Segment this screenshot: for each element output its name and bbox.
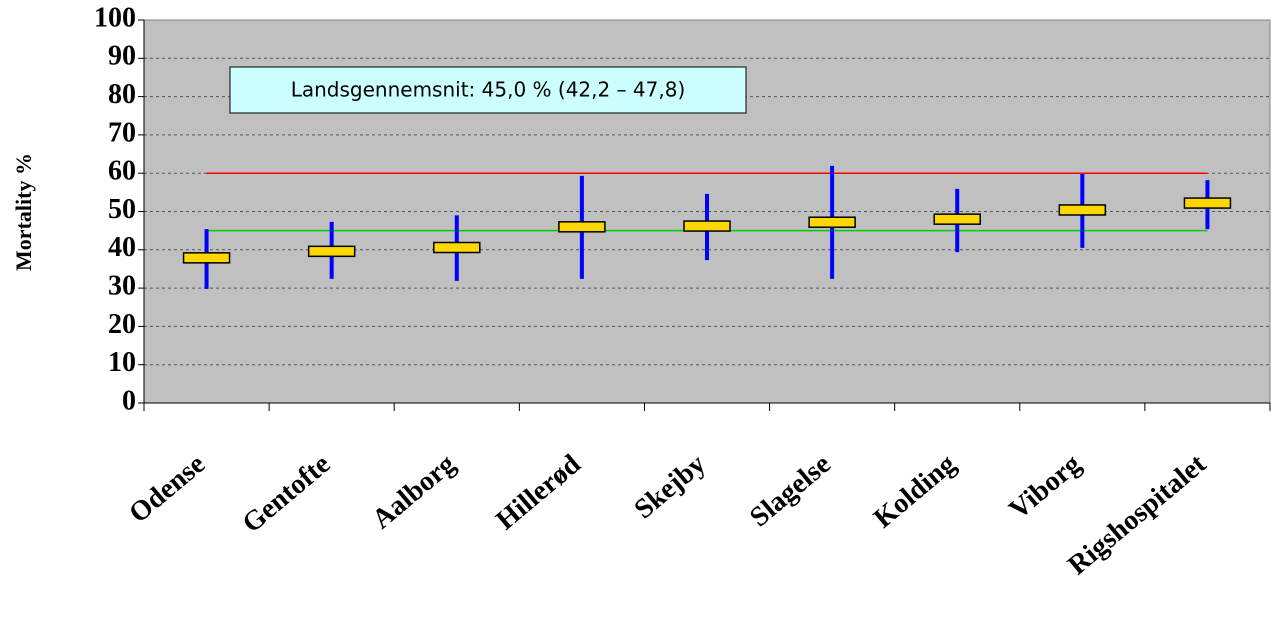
annotation-box: Landsgennemsnit: 45,0 % (42,2 – 47,8): [229, 66, 747, 114]
estimate-marker: [182, 252, 231, 264]
x-tick-label: Aalborg: [366, 449, 461, 536]
y-tick-label: 10: [108, 347, 136, 378]
estimate-marker: [808, 216, 856, 228]
y-tick-label: 80: [108, 79, 136, 110]
y-tick-label: 100: [94, 2, 136, 33]
estimate-marker: [683, 220, 731, 232]
y-tick-label: 40: [108, 232, 136, 263]
x-tick-label: Gentofte: [237, 449, 337, 540]
x-tick-label: Hillerød: [490, 448, 587, 536]
estimate-marker: [1058, 204, 1107, 216]
x-tick-label: Kolding: [868, 449, 962, 535]
y-tick-label: 70: [108, 117, 136, 148]
x-tick-label: Rigshospitalet: [1062, 448, 1212, 581]
y-tick-label: 90: [108, 41, 136, 72]
x-tick-label: Skejby: [629, 449, 712, 526]
x-tick-label: Viborg: [1003, 449, 1086, 526]
y-tick-label: 50: [108, 194, 136, 225]
y-tick-label: 0: [122, 385, 136, 416]
y-tick-label: 30: [108, 271, 136, 302]
estimate-marker: [1183, 197, 1232, 209]
x-tick-label: Odense: [123, 449, 211, 530]
y-axis-label: Mortality %: [11, 153, 36, 271]
estimate-marker: [307, 245, 356, 258]
y-tick-label: 60: [108, 156, 136, 187]
estimate-marker: [433, 241, 481, 254]
estimate-marker: [558, 221, 606, 233]
estimate-marker: [933, 213, 981, 225]
y-tick-label: 20: [108, 309, 136, 340]
annotation: Landsgennemsnit: 45,0 % (42,2 – 47,8): [291, 78, 686, 102]
annotation-bg: [229, 66, 747, 114]
x-tick-label: Slagelse: [744, 449, 837, 534]
